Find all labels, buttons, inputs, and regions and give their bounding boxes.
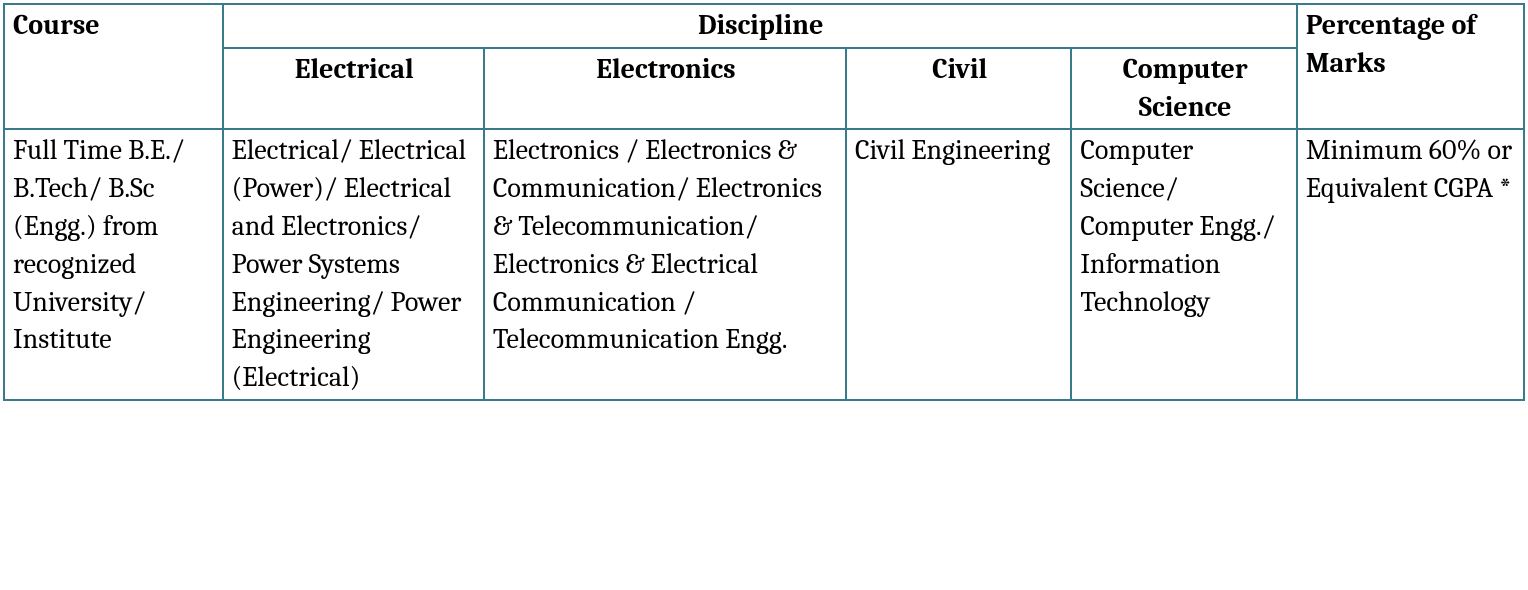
subheader-civil: Civil xyxy=(846,48,1071,130)
cell-course: Full Time B.E./ B.Tech/ B.Sc (Engg.) fro… xyxy=(4,129,223,400)
table-row: Full Time B.E./ B.Tech/ B.Sc (Engg.) fro… xyxy=(4,129,1524,400)
header-course: Course xyxy=(4,4,223,129)
eligibility-table: Course Discipline Percentage of Marks El… xyxy=(3,3,1525,401)
cell-civil: Civil Engineering xyxy=(846,129,1071,400)
subheader-electronics: Electronics xyxy=(484,48,846,130)
cell-electronics: Electronics / Electronics & Communicatio… xyxy=(484,129,846,400)
subheader-cs: Computer Science xyxy=(1071,48,1296,130)
table-header-row-1: Course Discipline Percentage of Marks xyxy=(4,4,1524,48)
header-percentage: Percentage of Marks xyxy=(1297,4,1524,129)
cell-percentage: Minimum 60% or Equivalent CGPA * xyxy=(1297,129,1524,400)
table-header-row-2: Electrical Electronics Civil Computer Sc… xyxy=(4,48,1524,130)
subheader-electrical: Electrical xyxy=(223,48,484,130)
cell-electrical: Electrical/ Electrical (Power)/ Electric… xyxy=(223,129,484,400)
header-discipline: Discipline xyxy=(223,4,1297,48)
cell-cs: Computer Science/ Computer Engg./ Inform… xyxy=(1071,129,1296,400)
